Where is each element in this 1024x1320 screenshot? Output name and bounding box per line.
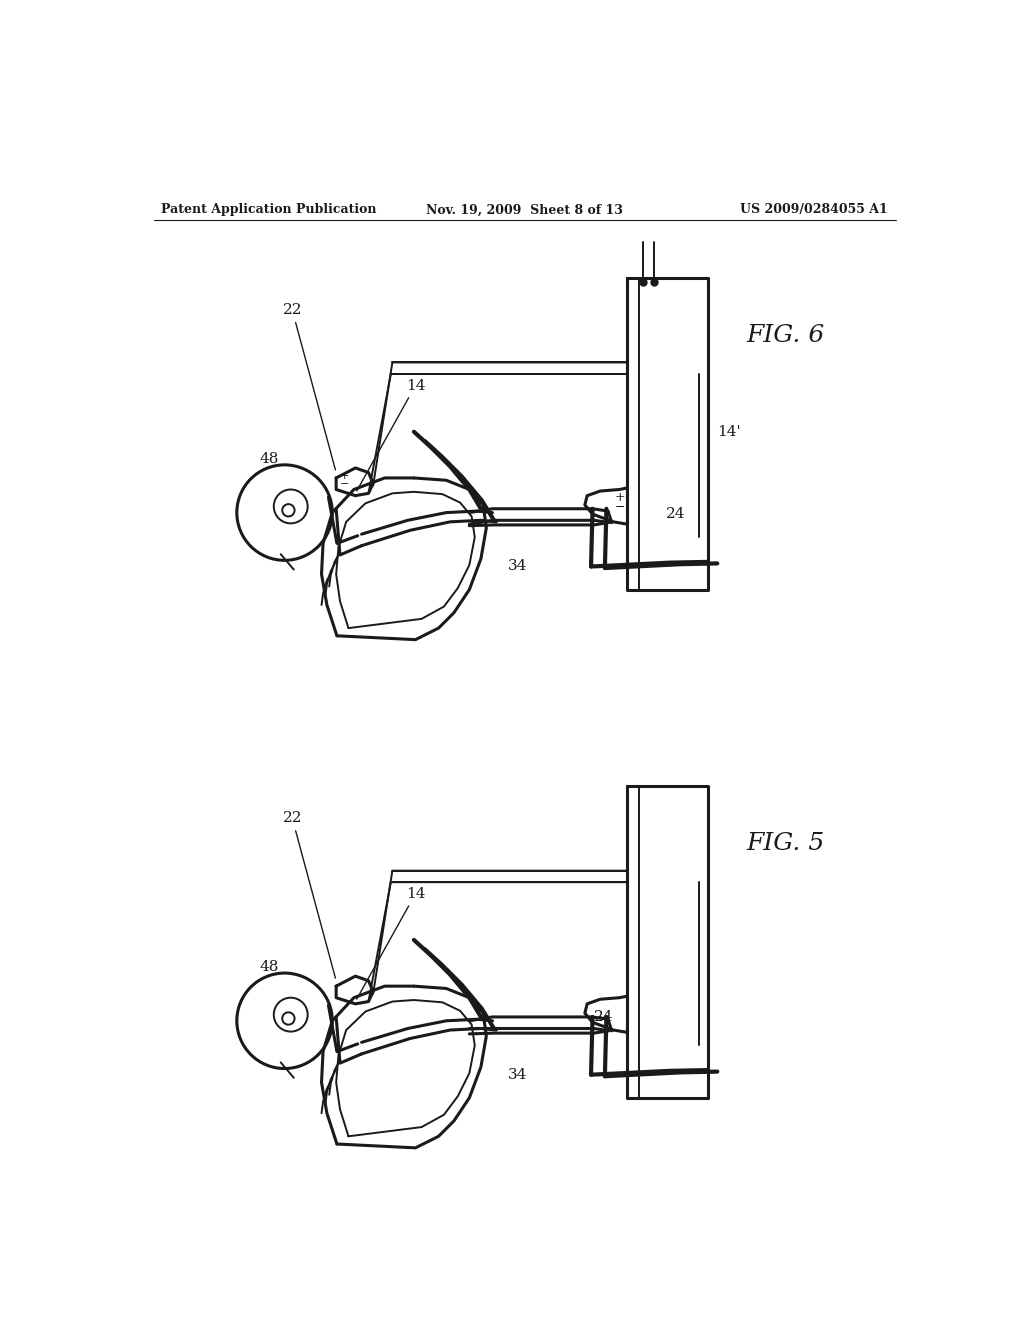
Text: Nov. 19, 2009  Sheet 8 of 13: Nov. 19, 2009 Sheet 8 of 13: [426, 203, 624, 216]
Text: 14: 14: [356, 379, 425, 491]
Text: +: +: [340, 471, 349, 480]
Text: 24: 24: [666, 507, 685, 521]
Text: 24: 24: [594, 1010, 613, 1024]
Text: FIG. 5: FIG. 5: [746, 832, 824, 855]
Text: −: −: [614, 500, 625, 513]
Text: 34: 34: [508, 560, 527, 573]
Text: 48: 48: [260, 451, 280, 466]
Text: 34: 34: [508, 1068, 527, 1081]
Text: +: +: [614, 491, 625, 504]
Text: 14': 14': [717, 425, 741, 438]
Text: 22: 22: [283, 812, 336, 978]
Text: −: −: [340, 479, 349, 490]
Text: Patent Application Publication: Patent Application Publication: [162, 203, 377, 216]
Text: US 2009/0284055 A1: US 2009/0284055 A1: [740, 203, 888, 216]
Text: 48: 48: [260, 960, 280, 974]
Text: 14: 14: [356, 887, 425, 999]
Text: FIG. 6: FIG. 6: [746, 323, 824, 347]
Text: 22: 22: [283, 304, 336, 470]
